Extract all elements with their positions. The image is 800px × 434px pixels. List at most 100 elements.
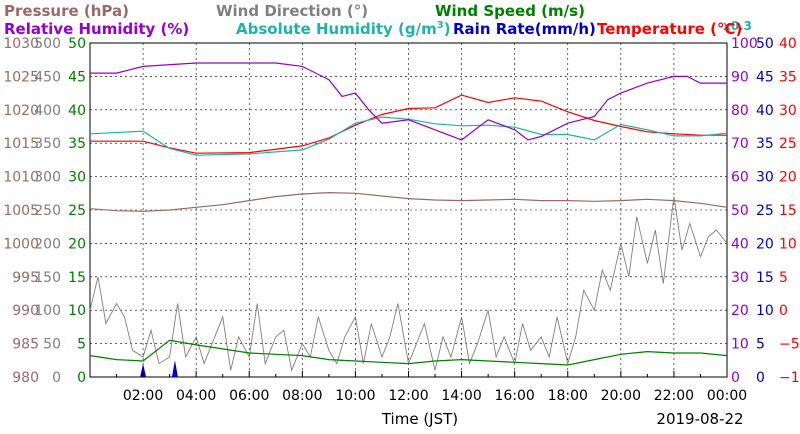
wind-speed-tick: 5 xyxy=(77,337,86,353)
x-tick-label: 20:00 xyxy=(601,388,641,404)
relative-humidity-tick: 20 xyxy=(731,303,749,319)
rain-rate-tick: 35 xyxy=(756,136,774,152)
relative-humidity-tick: 0 xyxy=(731,370,740,386)
temperature-tick: 30 xyxy=(779,103,797,119)
relative-humidity-tick: 90 xyxy=(731,69,749,85)
pressure-tick: 1025 xyxy=(3,69,39,85)
legend-entry: Relative Humidity (%) xyxy=(4,20,189,38)
rain-rate-spike xyxy=(171,360,178,377)
legend: Pressure (hPa) Wind Direction (°) Wind Spe… xyxy=(4,2,752,38)
x-tick-label: 06:00 xyxy=(229,388,269,404)
pressure-tick: 1020 xyxy=(3,103,39,119)
wind-direction-tick: 400 xyxy=(34,103,61,119)
wind-direction-tick: 300 xyxy=(34,170,61,186)
wind-speed-tick: 40 xyxy=(68,103,86,119)
relative-humidity-line xyxy=(90,62,727,141)
x-axis-label: Time (JST) xyxy=(381,410,458,428)
rain-rate-tick: 15 xyxy=(756,270,774,286)
wind-speed-tick: 0 xyxy=(77,370,86,386)
legend-tail: ) xyxy=(444,20,451,38)
relative-humidity-tick: 10 xyxy=(731,337,749,353)
wind-direction-tick: 200 xyxy=(34,236,61,252)
wind-speed-tick: 50 xyxy=(68,36,86,52)
x-tick-label: 02:00 xyxy=(123,388,163,404)
pressure-line xyxy=(89,191,728,212)
x-tick-label: 22:00 xyxy=(654,388,694,404)
relative-humidity-tick: 60 xyxy=(731,170,749,186)
chart-date: 2019-08-22 xyxy=(656,410,743,428)
pressure-tick: 995 xyxy=(12,270,39,286)
pressure-tick: 985 xyxy=(12,337,39,353)
legend-entry: Wind Speed (m/s) xyxy=(435,2,585,20)
series-lines xyxy=(89,62,728,377)
x-tick-label: 10:00 xyxy=(335,388,375,404)
legend-entry: Rain Rate(mm/h) xyxy=(453,20,596,38)
wind-direction-tick: 150 xyxy=(34,270,61,286)
relative-humidity-tick: 30 xyxy=(731,270,749,286)
legend-entry: Absolute Humidity (g/m3) xyxy=(236,20,451,38)
wind-speed-tick: 15 xyxy=(68,270,86,286)
x-tick-label: 00:00 xyxy=(707,388,747,404)
temperature-tick: 35 xyxy=(779,69,797,85)
relative-humidity-tick: 100 xyxy=(731,36,758,52)
rain-rate-tick: 30 xyxy=(756,170,774,186)
rain-rate-tick: 40 xyxy=(756,103,774,119)
temperature-tick: 20 xyxy=(779,170,797,186)
wind-direction-tick: 350 xyxy=(34,136,61,152)
wind-direction-tick: 0 xyxy=(52,370,61,386)
legend-scale-note: x0.3 xyxy=(723,19,752,33)
temperature-line xyxy=(90,94,727,154)
wind-speed-line xyxy=(89,339,728,366)
wind-direction-tick: 100 xyxy=(34,303,61,319)
rain-rate-tick: 0 xyxy=(756,370,765,386)
wind-direction-tick: 250 xyxy=(34,203,61,219)
temperature-tick: 25 xyxy=(779,136,797,152)
rain-rate-tick: 45 xyxy=(756,69,774,85)
pressure-tick: 1030 xyxy=(3,36,39,52)
temperature-tick: 40 xyxy=(779,36,797,52)
relative-humidity-tick: 80 xyxy=(731,103,749,119)
x-tick-label: 18:00 xyxy=(548,388,588,404)
wind-direction-tick: 50 xyxy=(43,337,61,353)
temperature-line xyxy=(89,116,728,156)
pressure-tick: 990 xyxy=(12,303,39,319)
relative-humidity-tick: 50 xyxy=(731,203,749,219)
wind-speed-tick: 10 xyxy=(68,303,86,319)
rain-rate-spike xyxy=(140,363,147,377)
relative-humidity-tick: 70 xyxy=(731,136,749,152)
rain-rate-tick: 25 xyxy=(756,203,774,219)
temperature-tick: 5 xyxy=(779,270,788,286)
wind-speed-tick: 35 xyxy=(68,136,86,152)
temperature-tick: −5 xyxy=(779,337,800,353)
x-tick-label: 16:00 xyxy=(494,388,534,404)
grid xyxy=(90,43,727,377)
legend-entry: Wind Direction (°) xyxy=(216,2,368,20)
wind-speed-tick: 30 xyxy=(68,170,86,186)
x-tick-label: 14:00 xyxy=(441,388,481,404)
pressure-tick: 1015 xyxy=(3,136,39,152)
legend-superscript: 3 xyxy=(437,20,444,31)
pressure-tick: 980 xyxy=(12,370,39,386)
x-tick-label: 04:00 xyxy=(176,388,216,404)
legend-entry: Pressure (hPa) xyxy=(4,2,129,20)
wind-direction-tick: 500 xyxy=(34,36,61,52)
x-tick-label: 12:00 xyxy=(388,388,428,404)
rain-rate-tick: 10 xyxy=(756,303,774,319)
temperature-tick: 10 xyxy=(779,236,797,252)
pressure-tick: 1005 xyxy=(3,203,39,219)
wind-direction-tick: 450 xyxy=(34,69,61,85)
temperature-tick: 15 xyxy=(779,203,797,219)
x-axis: 02:00 04:00 06:00 08:00 10:00 12:00 14:00 16:00… xyxy=(116,371,747,404)
pressure-tick: 1000 xyxy=(3,236,39,252)
temperature-tick: −10 xyxy=(779,370,800,386)
rain-rate-tick: 5 xyxy=(756,337,765,353)
rain-rate-tick: 20 xyxy=(756,236,774,252)
y-axes: 9809859909951000100510101015102010251030… xyxy=(3,36,800,386)
wind-speed-tick: 25 xyxy=(68,203,86,219)
rain-rate-tick: 50 xyxy=(756,36,774,52)
x-tick-label: 08:00 xyxy=(282,388,322,404)
wind-speed-tick: 20 xyxy=(68,236,86,252)
wind-speed-tick: 45 xyxy=(68,69,86,85)
pressure-tick: 1010 xyxy=(3,170,39,186)
